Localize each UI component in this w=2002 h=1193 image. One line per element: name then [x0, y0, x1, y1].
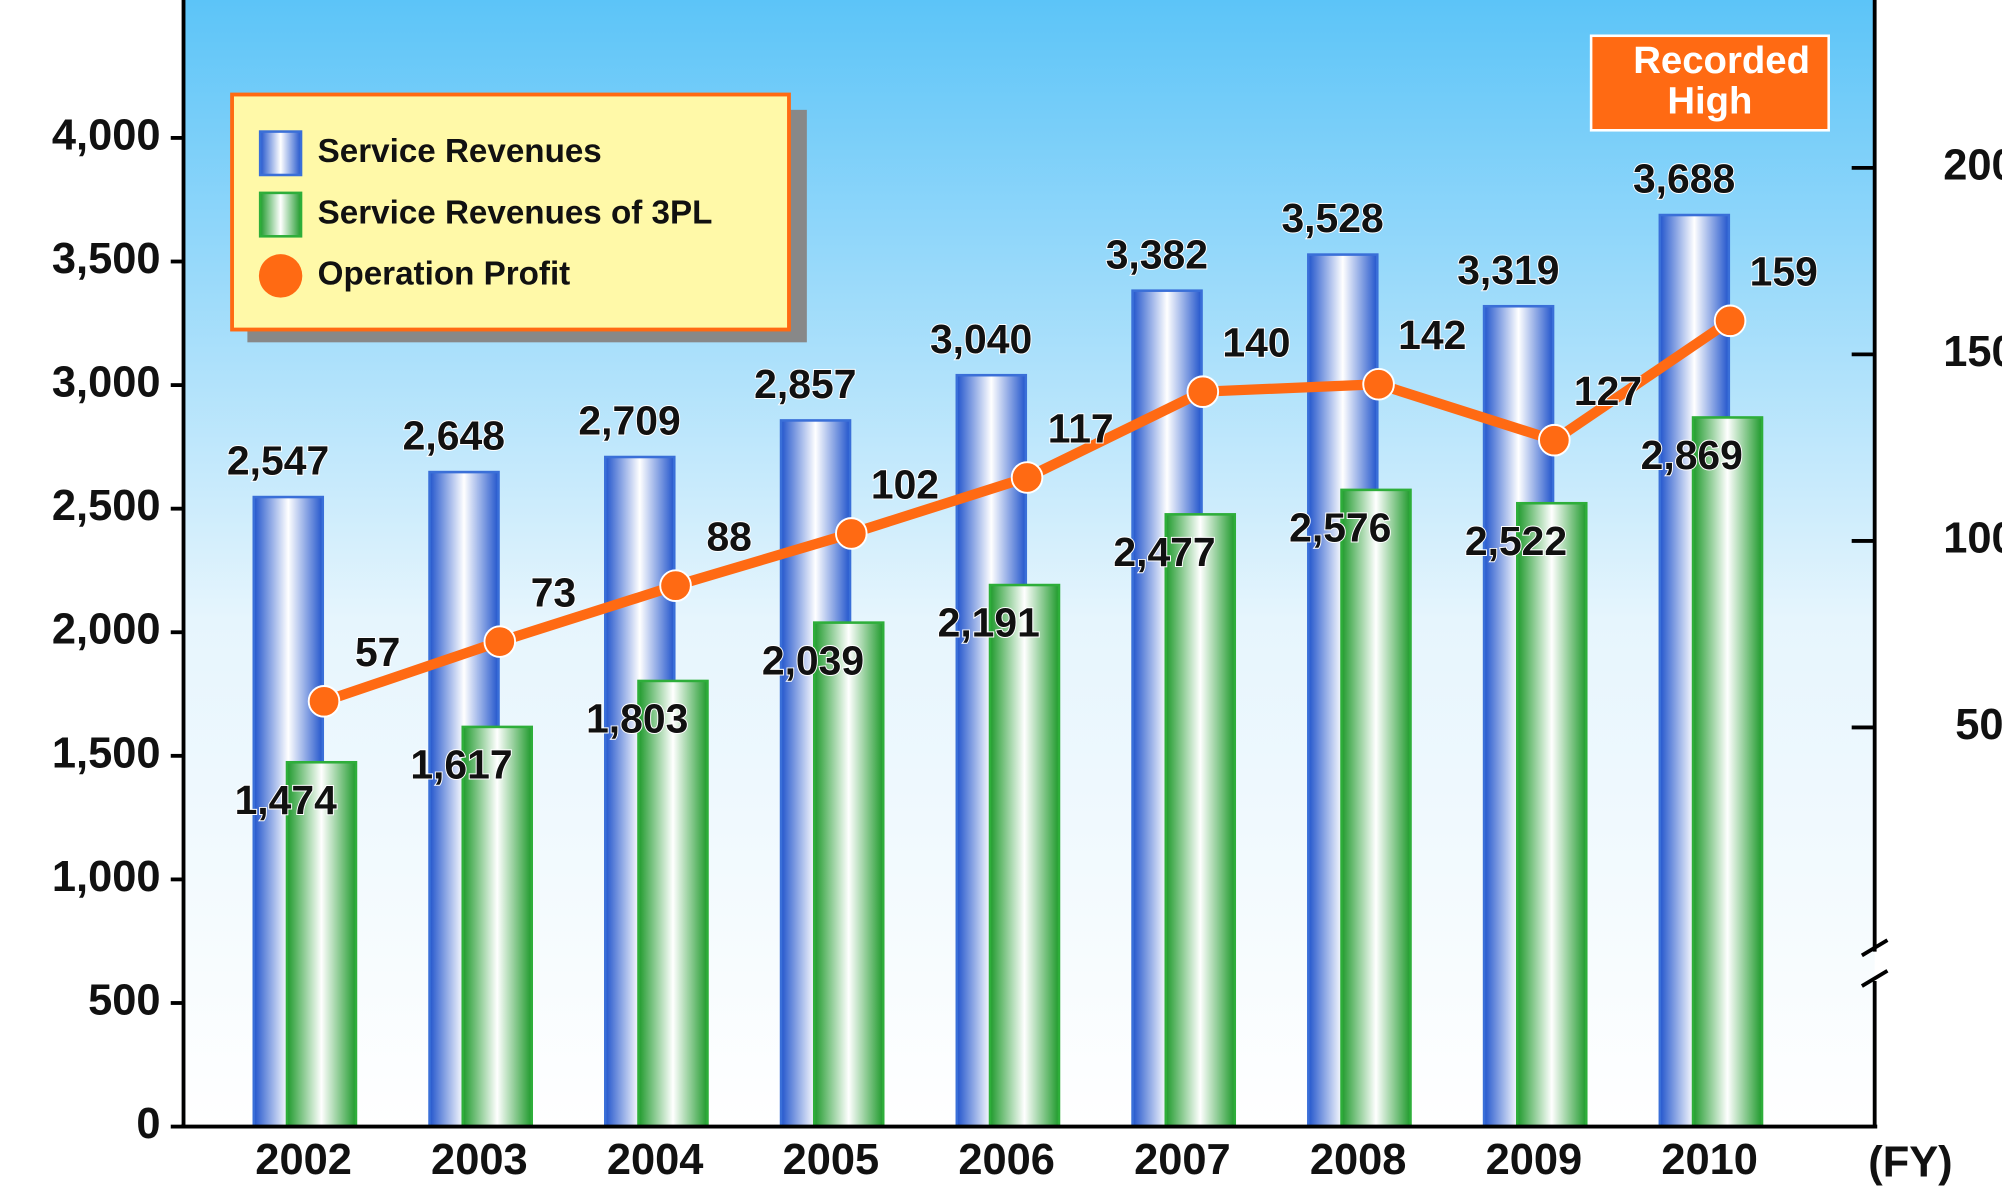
y-tick-label: 3,500 — [52, 235, 161, 283]
annotation-box — [1589, 34, 1830, 132]
data-label: 2,709 — [578, 398, 680, 444]
y-tick-label: 2,000 — [52, 606, 161, 654]
data-label: 2,576 — [1289, 505, 1391, 551]
legend-label: Service Revenues — [318, 133, 602, 170]
y-tick-label: 2,500 — [52, 482, 161, 530]
bar — [1691, 416, 1764, 1128]
data-label: 2,039 — [762, 637, 864, 683]
data-label: 88 — [706, 513, 751, 559]
data-label: 127 — [1574, 368, 1642, 414]
data-label: 2,648 — [403, 413, 505, 459]
x-tick-label: 2004 — [607, 1136, 704, 1184]
line-point — [1538, 423, 1571, 457]
data-label: 3,382 — [1106, 231, 1208, 277]
line-point — [835, 517, 868, 550]
data-label: 2,547 — [227, 438, 329, 484]
x-tick-label: 2010 — [1661, 1136, 1758, 1184]
x-axis-label: (FY) — [1868, 1138, 1952, 1186]
y-tick-label: 1,000 — [52, 853, 161, 901]
x-tick-label: 2007 — [1134, 1136, 1231, 1184]
line-point — [1010, 461, 1044, 494]
data-label: 2,522 — [1465, 518, 1567, 564]
axis-break — [1860, 938, 1889, 988]
data-label: 2,869 — [1641, 432, 1743, 478]
legend-swatch — [258, 254, 303, 298]
data-label: 3,688 — [1633, 156, 1735, 202]
y-tick-label: 1,500 — [52, 729, 161, 777]
legend-box — [230, 92, 791, 332]
y-tick-label: 500 — [88, 976, 160, 1024]
x-tick-label: 2008 — [1310, 1136, 1407, 1184]
bar — [988, 583, 1061, 1128]
data-label: 2,857 — [754, 361, 856, 407]
y-tick-label: 0 — [136, 1100, 160, 1148]
line-point — [483, 625, 517, 658]
bar — [1340, 488, 1412, 1128]
y-tick-label: 3,000 — [52, 359, 161, 407]
line-point — [1186, 375, 1220, 408]
x-tick-label: 2003 — [431, 1136, 528, 1184]
data-label: 73 — [531, 569, 576, 615]
legend-label: Operation Profit — [318, 256, 571, 293]
y2-tick-label: 100 — [1943, 514, 2002, 562]
line-point — [659, 569, 692, 602]
data-label: 1,803 — [586, 696, 688, 742]
annotation: Recorded High — [1633, 39, 1811, 123]
data-label: 3,040 — [930, 316, 1032, 362]
y2-tick-label: 50 — [1955, 701, 2002, 749]
data-label: 2,191 — [938, 600, 1040, 646]
legend-swatch — [258, 130, 303, 177]
data-label: 2,477 — [1113, 529, 1215, 575]
data-label: 159 — [1750, 249, 1818, 295]
data-label: 57 — [355, 629, 400, 675]
bar — [1164, 513, 1237, 1128]
bar — [812, 621, 885, 1128]
data-label: 102 — [871, 461, 939, 507]
x-tick-label: 2002 — [255, 1136, 352, 1184]
legend-label: Service Revenues of 3PL — [318, 194, 713, 231]
x-tick-label: 2006 — [958, 1136, 1055, 1184]
data-label: 142 — [1398, 312, 1466, 358]
y2-tick-label: 150 — [1943, 328, 2002, 376]
data-label: 1,474 — [235, 777, 338, 823]
legend: Service Revenues Service Revenues of 3PL O… — [230, 92, 807, 343]
legend-swatch — [258, 191, 303, 238]
line-point — [1362, 367, 1395, 401]
y2-tick-label: 200 — [1943, 141, 2002, 189]
data-label: 1,617 — [410, 742, 512, 788]
data-label: 117 — [1048, 405, 1114, 451]
line-point — [307, 685, 341, 718]
data-label: 3,319 — [1457, 247, 1559, 293]
bar — [285, 760, 358, 1128]
annotation-text: Recorded High — [1633, 39, 1811, 123]
bar — [637, 679, 709, 1128]
data-label: 3,528 — [1281, 195, 1383, 241]
data-label: 140 — [1222, 320, 1290, 366]
bar — [1516, 501, 1588, 1128]
line-point — [1713, 304, 1747, 338]
x-tick-label: 2005 — [783, 1136, 880, 1184]
y-tick-label: 4,000 — [52, 111, 161, 159]
x-tick-label: 2009 — [1486, 1136, 1583, 1184]
